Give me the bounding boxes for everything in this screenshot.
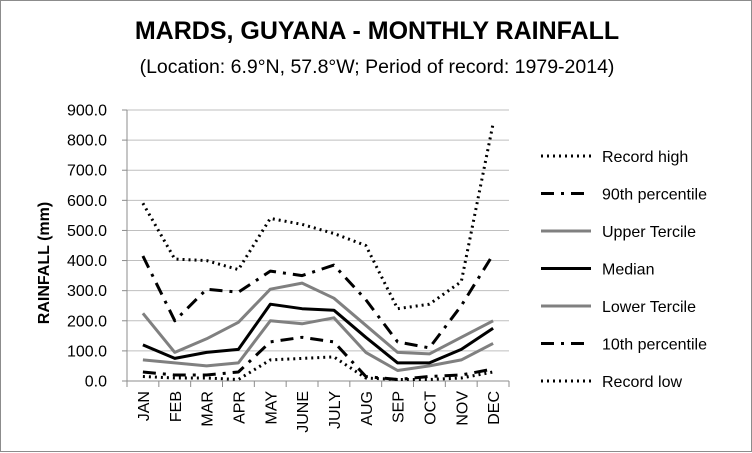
legend-label: Lower Tercile — [602, 299, 696, 316]
legend-label: 10th percentile — [602, 337, 707, 354]
axes — [122, 109, 510, 387]
legend: Record high 90th percentile Upper Tercile M… — [541, 149, 707, 391]
x-tick-labels: JAN FEB MAR APR MAY JUNE JULY AUG SEP OCT NOV DEC — [136, 391, 503, 433]
series-line-10th-percentile — [142, 335, 494, 381]
x-tick-label: MAR — [200, 391, 217, 427]
x-tick-label: SEP — [391, 391, 408, 423]
y-tick-label: 900.0 — [67, 103, 107, 120]
y-tick-label: 300.0 — [67, 283, 107, 300]
x-tick-label: JUNE — [295, 391, 312, 433]
x-tick-label: AUG — [359, 391, 376, 426]
y-axis-label: RAINFALL (mm) — [36, 202, 53, 324]
series-line-record-high — [141, 123, 495, 311]
series-line-lower-tercile — [142, 316, 494, 372]
y-tick-label: 600.0 — [67, 193, 107, 210]
legend-label: Median — [602, 262, 654, 279]
x-tick-label: APR — [231, 391, 248, 424]
legend-label: Record high — [602, 149, 688, 166]
series-line-median — [142, 302, 494, 365]
y-tick-label: 200.0 — [67, 313, 107, 330]
y-tick-labels: 0.0 100.0 200.0 300.0 400.0 500.0 600.0 700.0 80… — [67, 103, 107, 391]
x-tick-label: MAY — [263, 391, 280, 425]
chart-subtitle: (Location: 6.9°N, 57.8°W; Period of reco… — [139, 56, 615, 78]
series-lines — [141, 123, 495, 381]
series-line-record-low — [142, 355, 494, 381]
legend-label: Record low — [602, 374, 682, 391]
y-tick-label: 500.0 — [67, 223, 107, 240]
legend-label: Upper Tercile — [602, 224, 696, 241]
y-tick-label: 800.0 — [67, 133, 107, 150]
chart-title: MARDS, GUYANA - MONTHLY RAINFALL — [134, 17, 620, 45]
y-tick-label: 0.0 — [85, 374, 107, 391]
y-tick-label: 700.0 — [67, 163, 107, 180]
x-tick-label: JULY — [327, 391, 344, 429]
x-tick-label: FEB — [168, 391, 185, 422]
x-tick-label: DEC — [486, 391, 503, 425]
x-tick-label: JAN — [136, 391, 153, 421]
series-line-upper-tercile — [141, 281, 494, 356]
y-tick-label: 100.0 — [67, 343, 107, 360]
legend-label: 90th percentile — [602, 187, 707, 204]
x-tick-label: NOV — [454, 391, 471, 426]
y-tick-label: 400.0 — [67, 253, 107, 270]
x-tick-label: OCT — [422, 391, 439, 425]
series-line-90th-percentile — [141, 253, 495, 350]
